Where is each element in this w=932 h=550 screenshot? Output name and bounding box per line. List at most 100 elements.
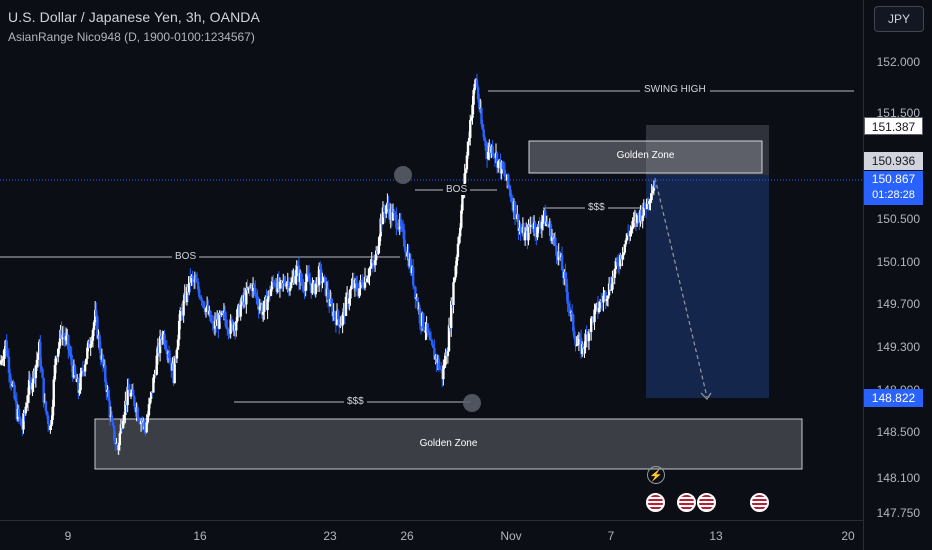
candle-body bbox=[190, 276, 193, 283]
candle-body bbox=[392, 212, 396, 214]
candle-body bbox=[261, 311, 265, 315]
price-label: 148.500 bbox=[876, 425, 920, 439]
candle-body bbox=[613, 269, 616, 278]
price-chart[interactable] bbox=[0, 0, 863, 520]
candle-body bbox=[302, 286, 305, 290]
candle-body bbox=[609, 283, 612, 290]
golden-zone-upper[interactable] bbox=[528, 140, 763, 174]
candle-body bbox=[461, 194, 464, 211]
candle-body bbox=[133, 396, 136, 406]
candle-body bbox=[404, 246, 407, 253]
candle-body bbox=[291, 279, 294, 283]
candle-body bbox=[245, 288, 248, 305]
candle-body bbox=[252, 284, 256, 288]
price-axis[interactable]: JPY 152.000 151.500 150.500 150.100 149.… bbox=[863, 0, 932, 550]
stop-loss-zone[interactable] bbox=[646, 125, 769, 175]
candle-body bbox=[414, 286, 417, 300]
candle-body bbox=[568, 307, 572, 313]
candle-body bbox=[67, 334, 70, 350]
time-axis[interactable]: 9 16 23 26 Nov 7 13 20 bbox=[0, 520, 863, 550]
candle-body bbox=[427, 332, 431, 335]
candle-body bbox=[480, 107, 483, 125]
candle-body bbox=[565, 278, 568, 292]
candle-body bbox=[596, 303, 600, 312]
candle-body bbox=[635, 213, 639, 224]
candle-body bbox=[13, 384, 16, 399]
us-flag-icon[interactable] bbox=[697, 493, 716, 512]
candle-body bbox=[648, 200, 651, 205]
chart-pane[interactable]: SWING HIGH Golden Zone Golden Zone BOS B… bbox=[0, 0, 863, 520]
projection-arrow[interactable] bbox=[654, 177, 708, 398]
candle-body bbox=[55, 356, 59, 358]
candle-body bbox=[58, 342, 61, 349]
golden-zone-lower[interactable] bbox=[94, 418, 803, 470]
candle-body bbox=[322, 276, 325, 282]
candle-body bbox=[108, 400, 111, 418]
candle-body bbox=[36, 354, 40, 360]
candle-body bbox=[326, 288, 330, 301]
candle-body bbox=[5, 340, 8, 356]
candle-body bbox=[466, 141, 470, 156]
candle-body bbox=[25, 402, 29, 407]
candle-body bbox=[305, 273, 308, 283]
candle-body bbox=[624, 240, 628, 245]
chart-title[interactable]: U.S. Dollar / Japanese Yen, 3h, OANDA bbox=[8, 9, 260, 25]
candle-body bbox=[570, 311, 574, 315]
candle-body bbox=[508, 185, 511, 190]
candle-body bbox=[258, 306, 261, 310]
candle-body bbox=[148, 398, 152, 405]
us-flag-icon[interactable] bbox=[646, 493, 665, 512]
candle-body bbox=[523, 232, 527, 241]
candle-body bbox=[35, 359, 39, 366]
candle-body bbox=[1, 360, 4, 362]
bos-upper-label: BOS bbox=[443, 184, 471, 195]
time-label: 7 bbox=[607, 529, 615, 543]
candle-body bbox=[464, 169, 467, 174]
candle-body bbox=[117, 445, 120, 450]
candle-body bbox=[550, 236, 554, 241]
swing-high-label: SWING HIGH bbox=[640, 84, 710, 95]
candle-body bbox=[52, 379, 55, 407]
candle-body bbox=[54, 356, 58, 365]
price-label: 148.100 bbox=[876, 471, 920, 485]
candle-body bbox=[333, 311, 336, 317]
candle-body bbox=[558, 251, 562, 258]
candle-body bbox=[39, 341, 42, 367]
us-flag-icon[interactable] bbox=[677, 493, 696, 512]
candle-body bbox=[179, 310, 182, 321]
take-profit-zone[interactable] bbox=[646, 175, 769, 398]
candle-body bbox=[289, 282, 293, 289]
candle-body bbox=[527, 224, 530, 241]
candle-body bbox=[538, 224, 541, 228]
candle-body bbox=[173, 355, 176, 384]
candle-body bbox=[224, 319, 228, 328]
candle-body bbox=[198, 289, 201, 298]
lightning-icon[interactable]: ⚡ bbox=[647, 466, 665, 484]
candle-body bbox=[51, 406, 54, 420]
time-label: 23 bbox=[323, 529, 337, 543]
candle-body bbox=[574, 338, 577, 346]
candle-body bbox=[330, 298, 333, 305]
candle-body bbox=[625, 233, 629, 241]
candle-body bbox=[394, 212, 397, 215]
candle-body bbox=[185, 287, 189, 303]
pivot-marker-lower[interactable] bbox=[463, 394, 481, 412]
candle-body bbox=[235, 321, 238, 331]
candle-body bbox=[136, 407, 139, 419]
currency-button[interactable]: JPY bbox=[874, 6, 924, 32]
candle-body bbox=[381, 207, 385, 225]
us-flag-icon[interactable] bbox=[750, 493, 769, 512]
candle-body bbox=[295, 264, 298, 277]
indicator-legend[interactable]: AsianRange Nico948 (D, 1900-0100:1234567… bbox=[8, 30, 255, 44]
time-label: Nov bbox=[500, 529, 522, 543]
candle-body bbox=[288, 288, 292, 292]
candle-body bbox=[457, 236, 461, 244]
candle-body bbox=[413, 285, 416, 287]
candle-body bbox=[143, 420, 146, 427]
candle-body bbox=[60, 329, 63, 340]
candle-body bbox=[502, 168, 506, 171]
candle-body bbox=[501, 161, 504, 169]
candle-body bbox=[510, 197, 513, 202]
candle-body bbox=[367, 276, 370, 279]
pivot-marker-upper[interactable] bbox=[394, 166, 412, 184]
